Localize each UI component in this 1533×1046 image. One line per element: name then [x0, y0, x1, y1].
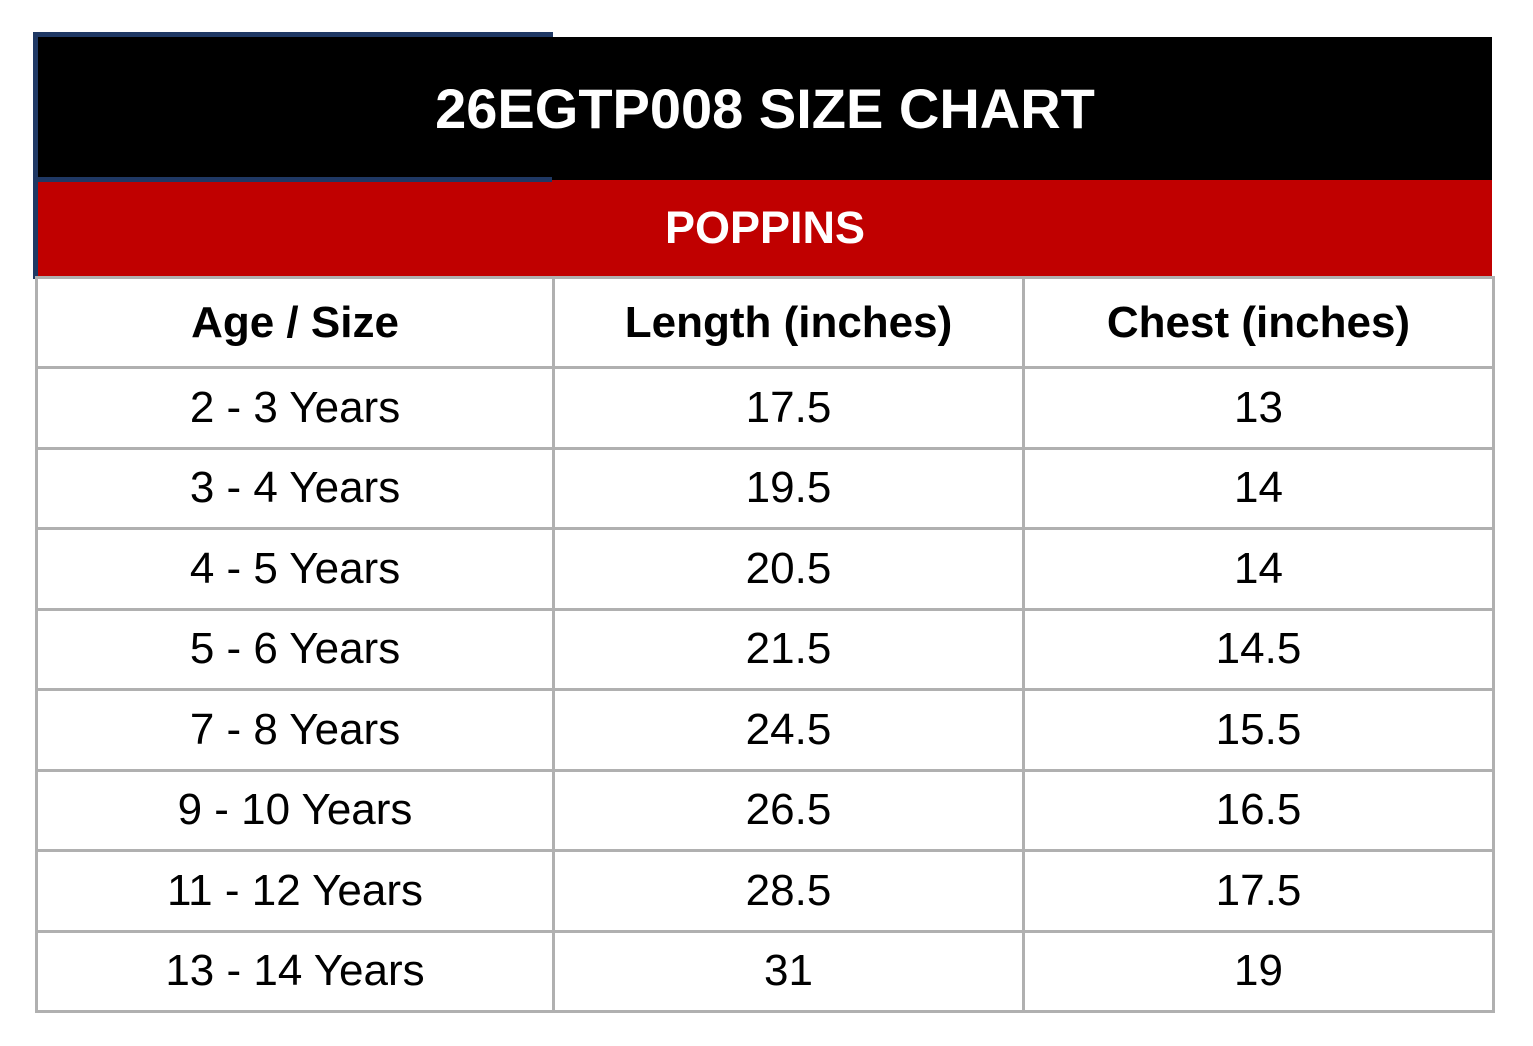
- column-header: Length (inches): [552, 276, 1025, 369]
- table-cell: 5 - 6 Years: [35, 607, 555, 691]
- title: 26EGTP008 SIZE CHART: [38, 37, 1492, 180]
- column-header: Chest (inches): [1022, 276, 1495, 369]
- table-cell: 2 - 3 Years: [35, 366, 555, 450]
- table-cell: 4 - 5 Years: [35, 527, 555, 611]
- table-cell: 13 - 14 Years: [35, 929, 555, 1013]
- table-cell: 16.5: [1022, 768, 1495, 852]
- table-cell: 20.5: [552, 527, 1025, 611]
- table-cell: 17.5: [1022, 849, 1495, 933]
- table-cell: 21.5: [552, 607, 1025, 691]
- table-cell: 14: [1022, 446, 1495, 530]
- table-cell: 19.5: [552, 446, 1025, 530]
- accent-line: [38, 177, 552, 182]
- table-cell: 9 - 10 Years: [35, 768, 555, 852]
- table-cell: 28.5: [552, 849, 1025, 933]
- column-header: Age / Size: [35, 276, 555, 369]
- table-cell: 31: [552, 929, 1025, 1013]
- table-cell: 15.5: [1022, 688, 1495, 772]
- table-cell: 11 - 12 Years: [35, 849, 555, 933]
- table-cell: 17.5: [552, 366, 1025, 450]
- table-cell: 14.5: [1022, 607, 1495, 691]
- table-cell: 26.5: [552, 768, 1025, 852]
- table-cell: 24.5: [552, 688, 1025, 772]
- table-cell: 13: [1022, 366, 1495, 450]
- table-cell: 3 - 4 Years: [35, 446, 555, 530]
- table-cell: 7 - 8 Years: [35, 688, 555, 772]
- table-cell: 19: [1022, 929, 1495, 1013]
- table-cell: 14: [1022, 527, 1495, 611]
- subtitle: POPPINS: [38, 180, 1492, 276]
